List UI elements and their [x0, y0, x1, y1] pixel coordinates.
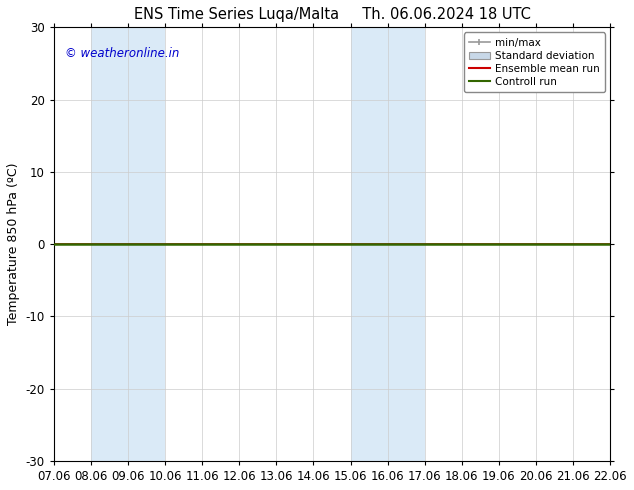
Title: ENS Time Series Luqa/Malta     Th. 06.06.2024 18 UTC: ENS Time Series Luqa/Malta Th. 06.06.202… [134, 7, 531, 22]
Bar [611, 27, 629, 461]
Bar [351, 27, 387, 461]
Legend: min/max, Standard deviation, Ensemble mean run, Controll run: min/max, Standard deviation, Ensemble me… [464, 32, 605, 92]
Text: © weatheronline.in: © weatheronline.in [65, 47, 179, 60]
Bar [91, 27, 128, 461]
Bar [128, 27, 165, 461]
Y-axis label: Temperature 850 hPa (ºC): Temperature 850 hPa (ºC) [7, 163, 20, 325]
Bar [387, 27, 425, 461]
